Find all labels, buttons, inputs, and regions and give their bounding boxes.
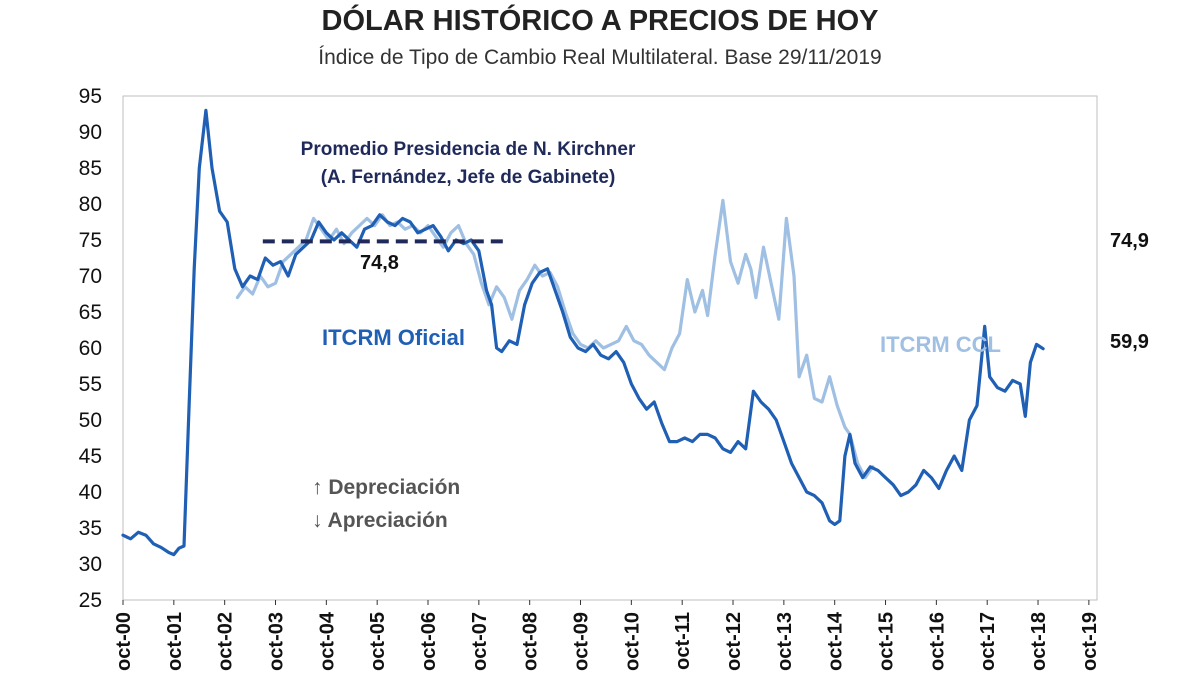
x-tick-label: oct-10 <box>621 612 643 671</box>
x-tick-label: oct-00 <box>113 612 135 671</box>
y-tick-label: 35 <box>79 517 102 540</box>
chart-title: DÓLAR HISTÓRICO A PRECIOS DE HOY <box>322 3 879 37</box>
y-tick-label: 40 <box>79 481 102 504</box>
y-tick-label: 90 <box>79 121 102 144</box>
series-label-itcrm-oficial: ITCRM Oficial <box>322 325 465 350</box>
x-tick-label: oct-01 <box>164 612 186 671</box>
end-label-oficial: 59,9 <box>1110 331 1149 353</box>
x-tick-label: oct-04 <box>316 611 338 671</box>
x-tick-label: oct-13 <box>774 612 796 671</box>
y-tick-label: 30 <box>79 553 102 576</box>
x-tick-label: oct-12 <box>723 612 745 671</box>
average-annotation-line2: (A. Fernández, Jefe de Gabinete) <box>321 167 616 188</box>
chart-subtitle: Índice de Tipo de Cambio Real Multilater… <box>318 46 881 69</box>
plot-border <box>122 95 1098 601</box>
y-tick-label: 60 <box>79 337 102 360</box>
x-tick-label: oct-15 <box>876 612 898 671</box>
depreciation-note: ↑ Depreciación <box>312 476 460 499</box>
series-layer: ITCRM Oficial ITCRM CCL 59,9 74,9 74,8 <box>121 108 1149 557</box>
x-tick-label: oct-03 <box>266 612 288 671</box>
y-tick-label: 75 <box>79 229 102 252</box>
y-tick-label: 65 <box>79 301 102 324</box>
x-tick-label: oct-08 <box>520 612 542 671</box>
x-tick-label: oct-05 <box>367 612 389 671</box>
series-label-itcrm-ccl: ITCRM CCL <box>880 332 1001 357</box>
x-tick-label: oct-16 <box>926 612 948 671</box>
x-tick-label: oct-17 <box>977 612 999 671</box>
x-axis: oct-00 oct-01 oct-02 oct-03 oct-04 oct-05 oct-… <box>113 600 1101 671</box>
appreciation-note: ↓ Apreciación <box>312 509 448 532</box>
x-tick-label: oct-07 <box>469 612 491 671</box>
x-tick-label: oct-18 <box>1028 612 1050 671</box>
average-value-label: 74,8 <box>360 252 399 274</box>
series-line-itcrm-oficial <box>121 108 1045 557</box>
end-label-ccl: 74,9 <box>1110 230 1149 252</box>
y-tick-label: 50 <box>79 409 102 432</box>
y-tick-label: 80 <box>79 193 102 216</box>
y-tick-label: 95 <box>79 85 102 108</box>
y-tick-label: 55 <box>79 373 102 396</box>
plot-area <box>122 95 1098 601</box>
x-tick-label: oct-09 <box>571 612 593 671</box>
y-axis: 95 90 85 80 75 70 65 60 55 50 45 40 35 30 25 <box>79 85 102 612</box>
x-tick-label: oct-14 <box>825 611 847 671</box>
x-tick-label: oct-02 <box>215 612 237 671</box>
x-tick-label: oct-06 <box>418 612 440 671</box>
x-tick-label: oct-19 <box>1079 612 1101 671</box>
average-annotation-line1: Promedio Presidencia de N. Kirchner <box>301 139 636 160</box>
y-tick-label: 25 <box>79 589 102 612</box>
y-tick-label: 70 <box>79 265 102 288</box>
x-tick-label: oct-11 <box>672 612 694 670</box>
y-tick-label: 45 <box>79 445 102 468</box>
y-tick-label: 85 <box>79 157 102 180</box>
